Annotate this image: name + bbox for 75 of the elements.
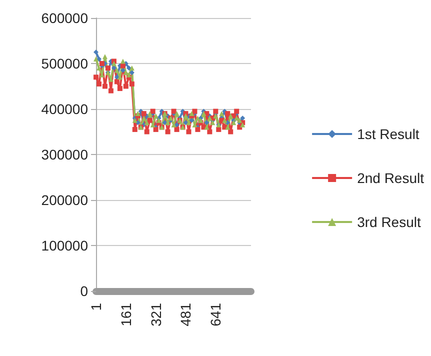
point	[141, 116, 146, 121]
point	[129, 70, 134, 76]
y-tick-label: 400000	[41, 101, 88, 117]
y-tick-label: 100000	[41, 238, 88, 254]
point	[213, 108, 218, 114]
point	[174, 122, 180, 128]
point	[174, 126, 180, 132]
point	[219, 111, 224, 116]
y-tick-label: 500000	[41, 56, 88, 72]
point	[96, 81, 102, 86]
point	[141, 111, 146, 116]
point	[144, 120, 150, 126]
point	[228, 129, 234, 134]
point	[94, 74, 98, 80]
point	[207, 116, 212, 121]
point	[94, 56, 98, 62]
point	[222, 118, 228, 123]
point	[94, 50, 98, 55]
point	[225, 111, 230, 116]
point	[99, 61, 104, 66]
legend-label: 2nd Result	[357, 170, 424, 186]
point	[204, 124, 210, 130]
y-tick-label: 200000	[41, 192, 88, 208]
point	[126, 66, 132, 71]
point	[150, 108, 156, 114]
y-tick-label: 0	[80, 283, 88, 299]
legend-label: 3rd Result	[357, 214, 421, 230]
point	[114, 68, 120, 73]
point	[105, 66, 110, 71]
point	[129, 66, 134, 71]
y-tick-label: 300000	[41, 146, 88, 162]
x-tick-label: 1	[88, 302, 104, 311]
point	[225, 124, 230, 130]
point	[165, 129, 170, 134]
y-tick-label: 600000	[41, 10, 88, 26]
point	[120, 68, 126, 73]
point	[114, 79, 120, 84]
point	[171, 108, 176, 114]
point	[126, 72, 132, 78]
point	[207, 129, 212, 134]
point	[102, 84, 108, 89]
point	[231, 120, 236, 126]
point	[129, 81, 134, 86]
point	[147, 111, 152, 116]
point	[174, 111, 180, 116]
point	[189, 118, 194, 123]
point	[234, 108, 240, 114]
point	[201, 111, 206, 116]
point	[183, 120, 188, 126]
point	[123, 84, 128, 89]
point	[132, 126, 138, 132]
point	[120, 63, 126, 68]
x-tick-label: 161	[118, 302, 134, 326]
point	[186, 129, 192, 134]
point	[210, 120, 216, 126]
point	[216, 126, 222, 132]
point	[240, 116, 246, 121]
point	[111, 61, 116, 66]
x-tick-label: 481	[178, 302, 194, 326]
point	[162, 120, 168, 126]
legend-label: 1st Result	[357, 126, 420, 142]
x-tick-label: 321	[148, 302, 164, 326]
point	[144, 129, 150, 134]
point	[120, 58, 126, 64]
point	[111, 66, 116, 71]
point	[96, 66, 102, 71]
point	[195, 116, 200, 121]
point	[153, 113, 158, 118]
x-tick-label: 641	[208, 302, 224, 326]
point	[102, 54, 108, 60]
point	[237, 118, 242, 123]
point	[117, 86, 122, 92]
point	[192, 108, 198, 114]
point	[108, 88, 114, 94]
point	[204, 120, 210, 126]
